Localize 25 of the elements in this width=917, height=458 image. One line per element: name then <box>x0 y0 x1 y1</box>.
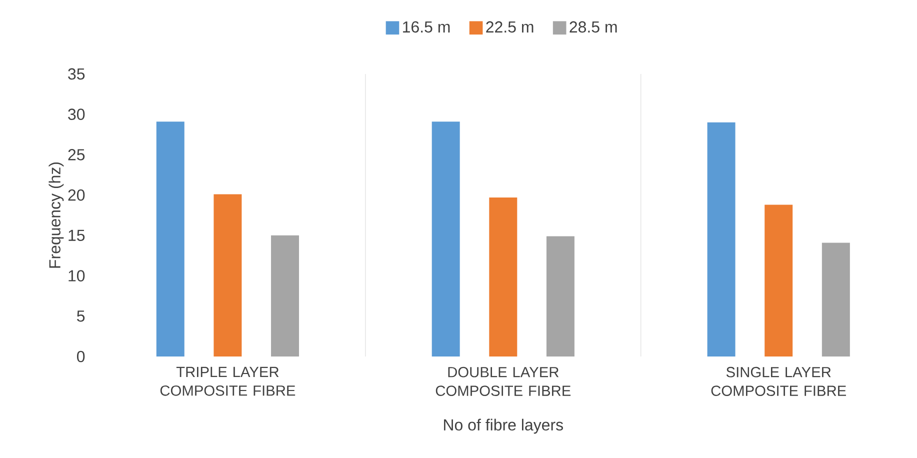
bar <box>214 194 242 356</box>
legend-label: 28.5 m <box>570 21 617 32</box>
bar <box>546 236 574 356</box>
bar <box>822 242 850 356</box>
bar <box>432 121 460 356</box>
bar <box>156 121 184 356</box>
y-tick-label: 15 <box>68 230 85 241</box>
x-tick-label: DOUBLE LAYER COMPOSITE FIBRE <box>436 366 571 396</box>
bar <box>489 197 518 356</box>
y-tick-label: 35 <box>68 68 85 80</box>
y-tick-label: 25 <box>68 148 85 160</box>
y-tick-label: 10 <box>68 270 85 282</box>
legend-label: 22.5 m <box>486 21 534 32</box>
legend-label: 16.5 m <box>403 21 450 32</box>
y-tick-label: 20 <box>68 189 85 200</box>
y-tick-label: 0 <box>76 350 85 362</box>
bar <box>271 235 300 356</box>
x-tick-label: SINGLE LAYER COMPOSITE FIBRE <box>711 366 846 396</box>
y-axis-title: Frequency (hz) <box>48 162 64 268</box>
x-tick-label: TRIPLE LAYER COMPOSITE FIBRE <box>160 366 296 396</box>
y-tick-label: 30 <box>68 108 85 120</box>
bar <box>707 122 736 356</box>
y-tick-label: 5 <box>77 310 85 322</box>
bar <box>764 204 793 356</box>
x-axis-title: No of fibre layers <box>444 418 563 434</box>
